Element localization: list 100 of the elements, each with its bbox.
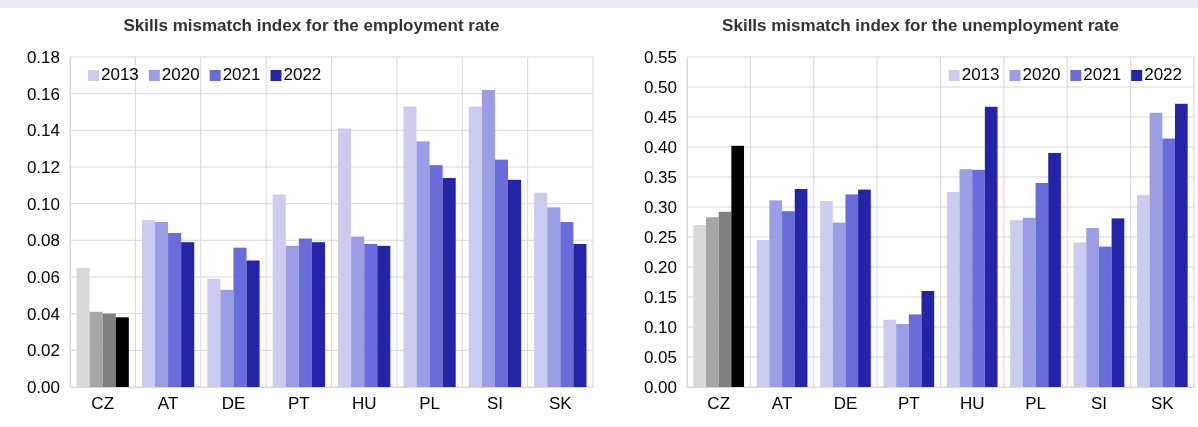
bar bbox=[246, 260, 260, 387]
bar bbox=[141, 220, 155, 387]
bar bbox=[168, 233, 182, 387]
bar bbox=[731, 145, 745, 387]
bar bbox=[534, 192, 548, 387]
x-tick-label: PL bbox=[1025, 394, 1046, 414]
bar bbox=[984, 106, 998, 387]
y-tick-label: 0.15 bbox=[643, 287, 677, 307]
bar bbox=[442, 178, 456, 387]
bar bbox=[959, 169, 973, 387]
bar bbox=[706, 217, 719, 387]
chart-title: Skills mismatch index for the employment rate bbox=[123, 16, 500, 35]
bar bbox=[845, 194, 859, 387]
legend-label: 2020 bbox=[1022, 65, 1061, 84]
x-tick-label: PT bbox=[287, 394, 310, 414]
x-tick-label: AT bbox=[157, 394, 179, 414]
y-tick-label: 0.12 bbox=[26, 157, 60, 177]
x-tick-label: CZ bbox=[707, 394, 731, 414]
y-tick-label: 0.50 bbox=[643, 77, 677, 97]
y-tick-label: 0.05 bbox=[643, 347, 677, 367]
y-tick-label: 0.10 bbox=[26, 194, 60, 214]
bar bbox=[181, 242, 195, 387]
bar bbox=[896, 324, 909, 387]
chart-title: Skills mismatch index for the unemployment rate bbox=[722, 16, 1119, 35]
x-tick-label: CZ bbox=[91, 394, 115, 414]
legend-label: 2020 bbox=[161, 65, 200, 84]
bar bbox=[782, 211, 795, 387]
bar bbox=[573, 244, 587, 387]
bar bbox=[115, 317, 129, 387]
bar bbox=[285, 245, 299, 387]
bar bbox=[972, 169, 985, 387]
bar bbox=[338, 128, 352, 387]
bar bbox=[794, 189, 808, 387]
legend-label: 2013 bbox=[961, 65, 1000, 84]
y-tick-label: 0.40 bbox=[643, 137, 677, 157]
x-tick-label: HU bbox=[351, 394, 377, 414]
bar bbox=[377, 245, 391, 387]
legend-label: 2021 bbox=[1083, 65, 1122, 84]
bar bbox=[233, 247, 247, 387]
y-tick-label: 0.25 bbox=[643, 227, 677, 247]
bar bbox=[1010, 220, 1023, 387]
bar bbox=[494, 159, 509, 387]
bar bbox=[1035, 183, 1049, 387]
bar bbox=[769, 200, 783, 387]
bar bbox=[207, 278, 221, 387]
bar bbox=[718, 211, 732, 387]
y-tick-label: 0.10 bbox=[643, 317, 677, 337]
bar bbox=[154, 222, 169, 387]
bar bbox=[908, 314, 922, 387]
y-tick-label: 0.55 bbox=[643, 47, 677, 67]
bar bbox=[858, 189, 871, 387]
legend-label: 2022 bbox=[283, 65, 322, 84]
bar bbox=[756, 240, 770, 387]
y-tick-label: 0.06 bbox=[26, 267, 60, 287]
x-tick-label: HU bbox=[959, 394, 985, 414]
bar bbox=[1136, 195, 1150, 387]
x-tick-label: DE bbox=[221, 394, 246, 414]
y-tick-label: 0.14 bbox=[26, 121, 60, 141]
y-tick-label: 0.45 bbox=[643, 107, 677, 127]
bar bbox=[1098, 246, 1112, 387]
bar bbox=[1149, 112, 1163, 387]
bar bbox=[468, 106, 482, 387]
bar bbox=[1162, 138, 1175, 387]
bar bbox=[560, 222, 574, 387]
y-tick-label: 0.02 bbox=[26, 341, 60, 361]
bar bbox=[272, 194, 286, 387]
bar bbox=[89, 311, 103, 387]
bar bbox=[1174, 103, 1188, 387]
x-tick-label: SI bbox=[1090, 394, 1107, 414]
x-tick-label: PL bbox=[419, 394, 440, 414]
bar bbox=[1022, 217, 1036, 387]
y-tick-label: 0.00 bbox=[26, 377, 60, 397]
y-tick-label: 0.04 bbox=[26, 304, 60, 324]
y-tick-label: 0.18 bbox=[26, 47, 60, 67]
bar bbox=[820, 201, 833, 387]
y-tick-label: 0.20 bbox=[643, 257, 677, 277]
x-tick-label: SK bbox=[548, 394, 573, 414]
bar bbox=[921, 291, 935, 387]
x-tick-label: DE bbox=[833, 394, 858, 414]
y-tick-label: 0.00 bbox=[643, 377, 677, 397]
legend-label: 2021 bbox=[222, 65, 261, 84]
bar bbox=[102, 313, 116, 387]
y-tick-label: 0.16 bbox=[26, 84, 60, 104]
bar bbox=[1111, 218, 1125, 387]
bar bbox=[946, 192, 960, 387]
bar bbox=[508, 179, 522, 387]
legend-label: 2022 bbox=[1144, 65, 1182, 84]
bar bbox=[351, 236, 365, 387]
x-tick-label: PT bbox=[897, 394, 920, 414]
bar bbox=[547, 207, 561, 387]
legend-label: 2013 bbox=[101, 65, 139, 84]
bar bbox=[298, 238, 312, 387]
x-tick-label: AT bbox=[771, 394, 793, 414]
bar bbox=[364, 244, 378, 387]
bar bbox=[311, 242, 325, 387]
bar bbox=[883, 319, 897, 387]
x-tick-label: SK bbox=[1150, 394, 1175, 414]
bar bbox=[832, 222, 846, 387]
bar bbox=[429, 165, 443, 387]
bar bbox=[481, 90, 495, 387]
